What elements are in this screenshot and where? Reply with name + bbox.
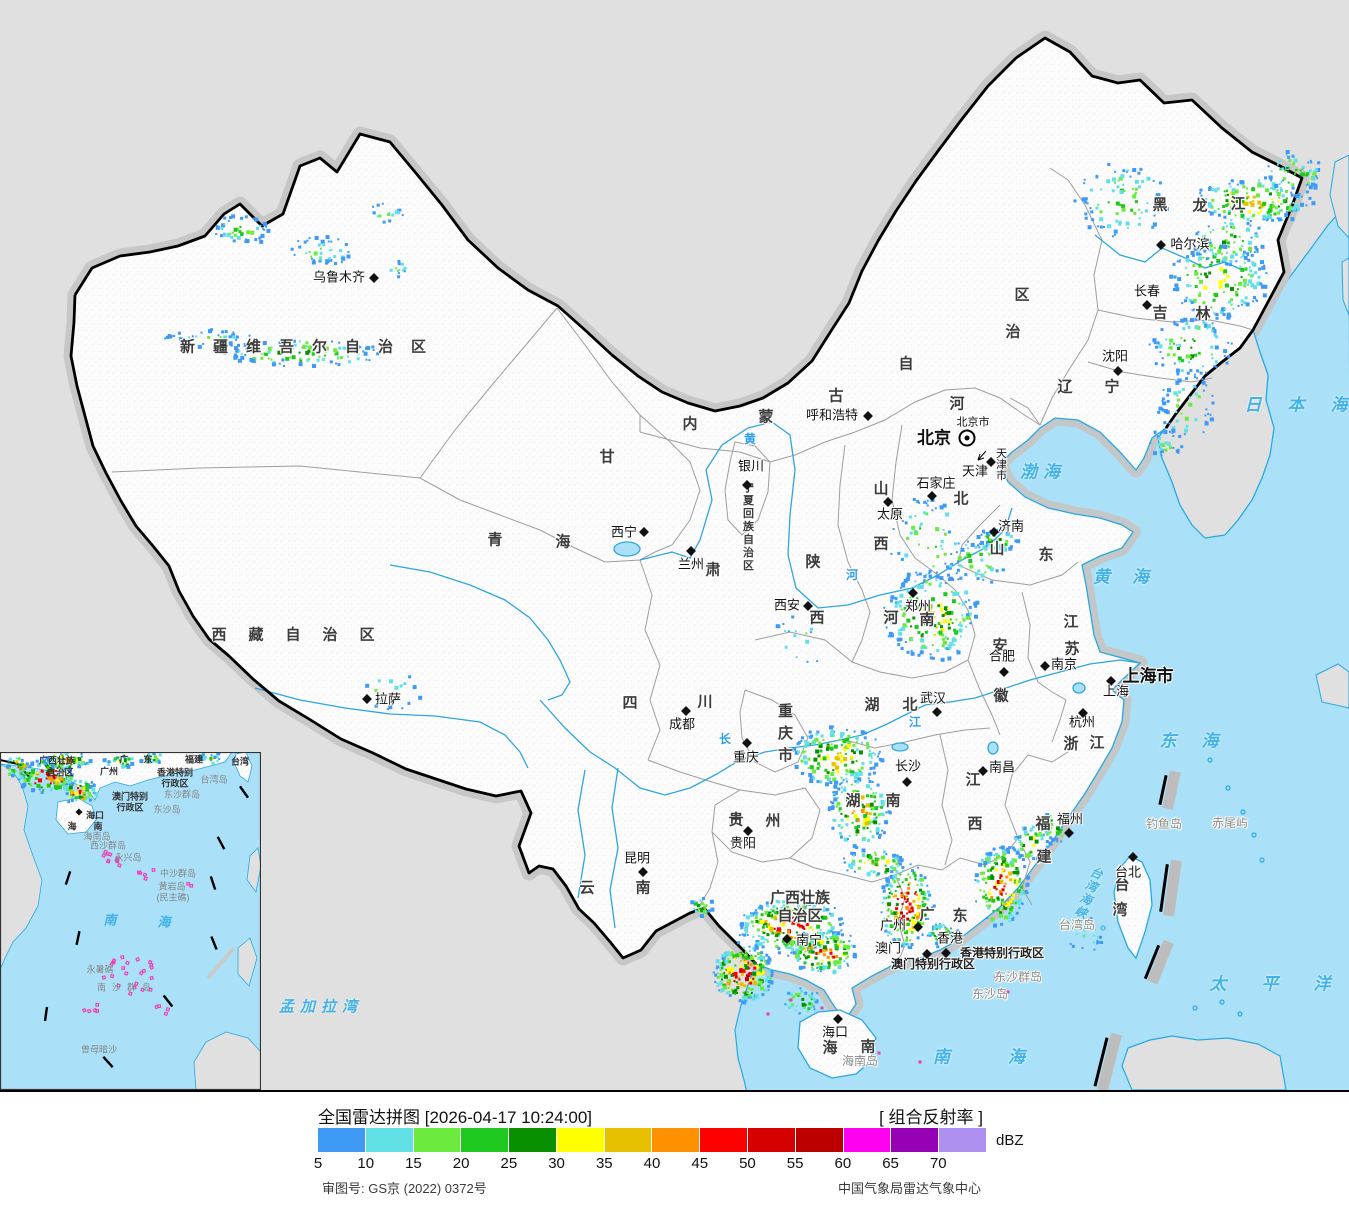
penghu-island — [1100, 925, 1106, 931]
unit-label: dBZ — [996, 1132, 1024, 1149]
ryukyu-islands — [1192, 757, 1265, 1017]
japan-land-slivers — [1315, 154, 1349, 709]
legend-swatch-20 — [461, 1128, 509, 1152]
china-radar-map: 新疆维吾尔自治区 西藏自治区青海甘肃内蒙古自治区宁夏回族自治区陕西山西河北山东河南… — [0, 0, 1349, 1092]
legend-tick-20: 20 — [452, 1155, 470, 1172]
legend-tick-35: 35 — [595, 1155, 613, 1172]
province-boundaries — [111, 167, 1254, 963]
philippines-luzon — [1121, 1035, 1287, 1090]
legend-tick-70: 70 — [929, 1155, 947, 1172]
legend-tick-45: 45 — [691, 1155, 709, 1172]
legend-tick-65: 65 — [882, 1155, 899, 1172]
legend-swatch-65 — [891, 1128, 939, 1152]
inset-borneo — [193, 1031, 261, 1090]
legend-swatch-55 — [795, 1128, 843, 1152]
reef-marks — [766, 975, 1010, 1064]
legend-tick-30: 30 — [548, 1155, 565, 1172]
legend-swatch-70 — [939, 1128, 986, 1152]
legend-tick-15: 15 — [405, 1155, 422, 1172]
legend-swatch-30 — [556, 1128, 604, 1152]
legend-swatch-50 — [748, 1128, 795, 1152]
taiwan-island — [1113, 855, 1153, 960]
inset-palawan — [206, 946, 236, 980]
legend-tick-50: 50 — [739, 1155, 756, 1172]
product-label: [ 组合反射率 ] — [879, 1108, 983, 1127]
inset-taiwan — [233, 752, 253, 783]
legend-tick-60: 60 — [834, 1155, 852, 1172]
map-title: 全国雷达拼图 [2026-04-17 10:24:00] — [318, 1108, 593, 1127]
legend-tick-10: 10 — [357, 1155, 375, 1172]
legend-tick-5: 5 — [313, 1155, 323, 1172]
legend-tick-55: 55 — [786, 1155, 804, 1172]
radar-echo-layer — [164, 150, 1321, 1015]
inset-south-china-sea-map — [0, 752, 261, 1090]
legend-swatch-10 — [365, 1128, 413, 1152]
tianjin-arrow — [977, 450, 987, 461]
legend-swatch-45 — [700, 1128, 748, 1152]
colorbar-ticks: 5 10 15 20 25 30 35 40 45 50 55 60 65 70 — [0, 1155, 1349, 1173]
map-approval-number: 审图号: GS京 (2022) 0372号 — [322, 1181, 487, 1196]
legend-panel: 全国雷达拼图 [2026-04-17 10:24:00] [ 组合反射率 ] 5… — [0, 1092, 1349, 1208]
hainan-island — [797, 1009, 877, 1079]
legend-swatch-15 — [413, 1128, 461, 1152]
reflectivity-colorbar — [318, 1128, 986, 1152]
international-border-southwest — [69, 294, 758, 965]
legend-tick-40: 40 — [643, 1155, 661, 1172]
nine-dash-line-segments — [1093, 770, 1182, 1090]
legend-tick-25: 25 — [500, 1155, 518, 1172]
inset-hainan — [55, 797, 97, 835]
inset-philippines — [237, 847, 261, 987]
agency-label: 中国气象局雷达气象中心 — [837, 1181, 981, 1196]
map-canvas — [0, 30, 1349, 1090]
legend-swatch-40 — [652, 1128, 700, 1152]
legend-swatch-60 — [843, 1128, 891, 1152]
legend-swatch-25 — [509, 1128, 556, 1152]
legend-swatch-5 — [318, 1128, 365, 1152]
legend-swatch-35 — [604, 1128, 652, 1152]
